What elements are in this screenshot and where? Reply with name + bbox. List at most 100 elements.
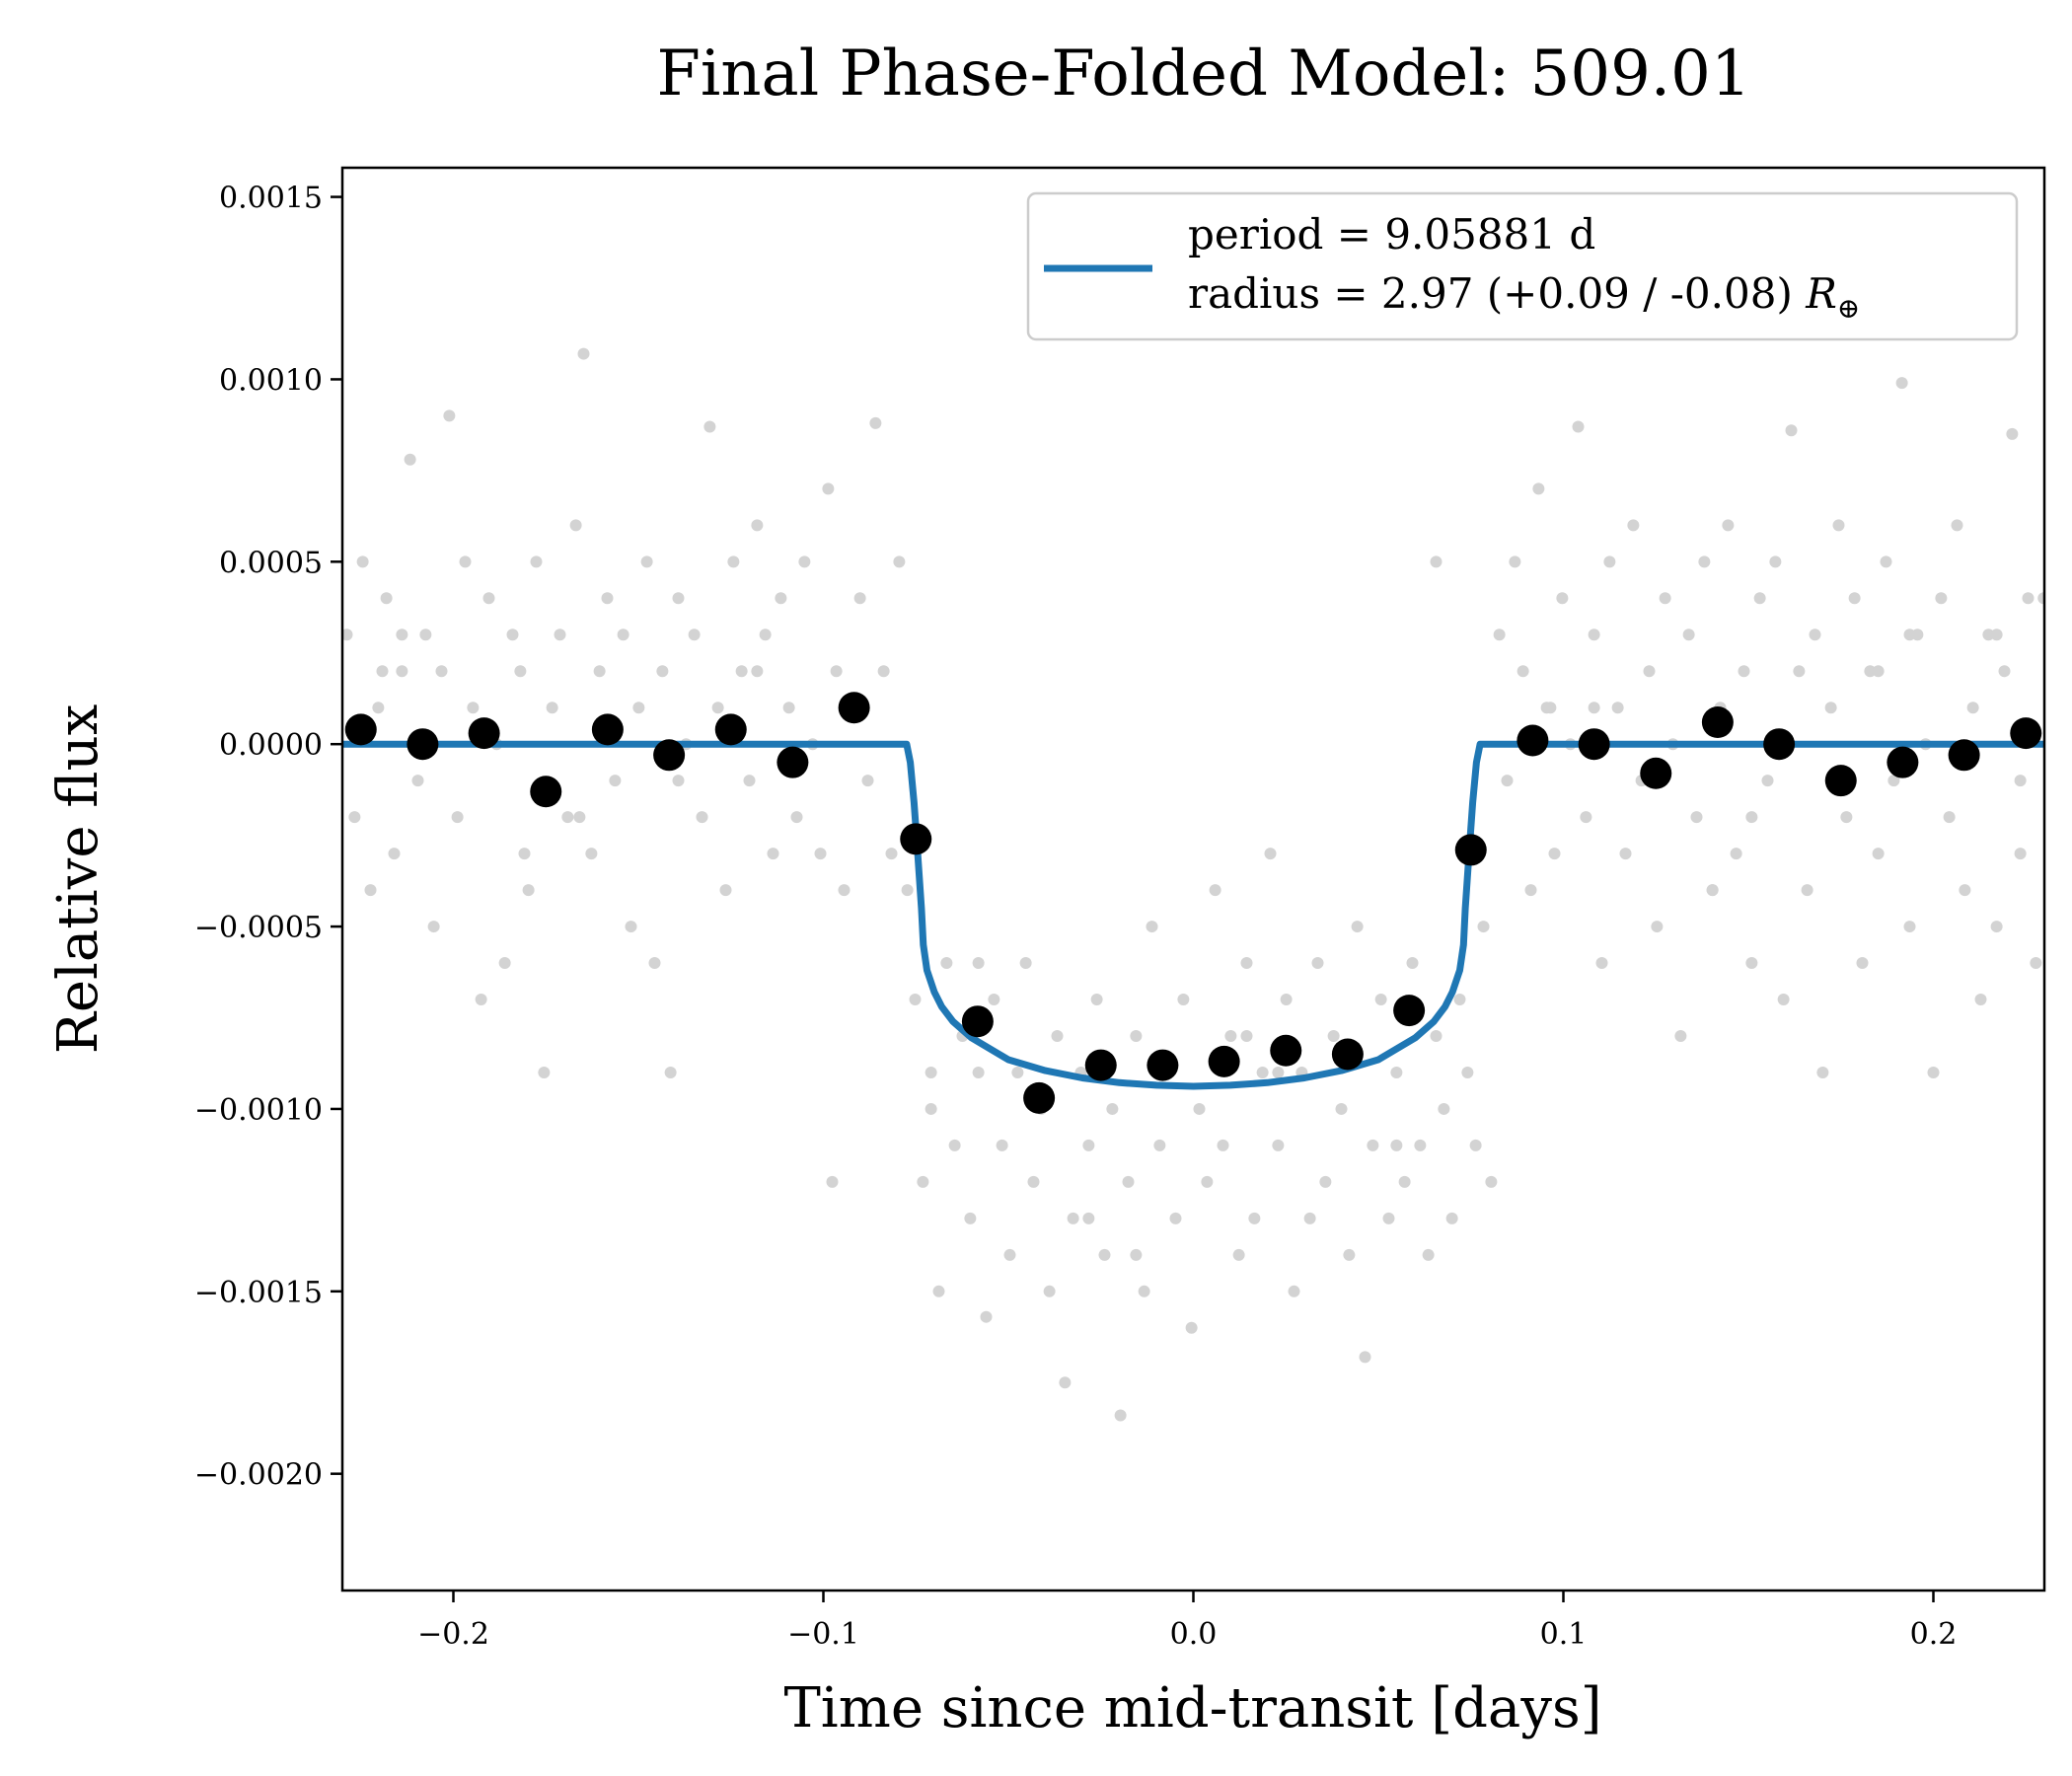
raw-point (573, 811, 586, 824)
raw-point (1548, 848, 1561, 860)
raw-point (1532, 482, 1545, 495)
raw-point (1611, 702, 1624, 714)
binned-point (838, 692, 870, 724)
raw-point (1840, 811, 1853, 824)
raw-point (1185, 1321, 1198, 1334)
raw-point (1895, 377, 1908, 390)
raw-point (577, 347, 590, 360)
raw-point (1469, 1139, 1482, 1151)
raw-point (1359, 1351, 1371, 1364)
raw-point (1745, 957, 1758, 970)
raw-point (893, 555, 906, 568)
plot-area (340, 166, 2046, 1592)
raw-point (1509, 555, 1521, 568)
raw-point (1090, 994, 1103, 1006)
raw-point (2030, 957, 2042, 970)
raw-point (1793, 665, 1806, 678)
raw-point (1098, 1248, 1111, 1261)
raw-point (601, 592, 614, 605)
raw-point (617, 629, 629, 641)
x-axis-label: Time since mid-transit [days] (783, 1676, 1601, 1740)
raw-point (1406, 957, 1419, 970)
raw-point (1390, 1139, 1403, 1151)
raw-point (632, 702, 645, 714)
raw-point (1461, 1066, 1474, 1078)
raw-point (798, 555, 811, 568)
binned-points (344, 692, 2042, 1114)
binned-point (407, 728, 439, 761)
raw-point (1990, 629, 2003, 641)
raw-point (1872, 665, 1885, 678)
raw-point (1785, 424, 1798, 437)
binned-point (961, 1005, 994, 1038)
raw-point (348, 811, 361, 824)
raw-point (1706, 884, 1719, 897)
binned-point (1948, 739, 1980, 772)
binned-point (468, 717, 500, 750)
raw-point (1690, 811, 1703, 824)
raw-point (1130, 1248, 1143, 1261)
raw-point (364, 884, 377, 897)
raw-point (1974, 994, 1987, 1006)
binned-point (900, 823, 932, 855)
raw-point (1745, 811, 1758, 824)
raw-point (538, 1066, 551, 1078)
raw-point (664, 1066, 677, 1078)
binned-point (777, 746, 809, 778)
x-axis: −0.2 −0.1 0.0 0.1 0.2 (417, 1591, 1957, 1652)
raw-point (396, 629, 408, 641)
raw-point (625, 921, 637, 933)
raw-point (1990, 921, 2003, 933)
legend-radius-text: radius = 2.97 (+0.09 / -0.08) R⊕ (1188, 269, 1860, 325)
y-tick-label: 0.0000 (219, 728, 323, 763)
raw-point (1122, 1175, 1135, 1188)
raw-point (1319, 1175, 1332, 1188)
raw-point (1856, 957, 1869, 970)
raw-point (506, 629, 519, 641)
raw-point (1390, 1066, 1403, 1078)
raw-point (1453, 994, 1466, 1006)
raw-point (972, 957, 985, 970)
raw-point (1303, 1212, 1316, 1224)
raw-point (1169, 1212, 1182, 1224)
raw-point (988, 994, 1000, 1006)
binned-point (1578, 728, 1610, 761)
raw-point (593, 665, 606, 678)
raw-point (1430, 1029, 1443, 1042)
raw-point (1556, 592, 1569, 605)
raw-point (396, 665, 408, 678)
raw-point (2014, 848, 2027, 860)
raw-point (1998, 665, 2011, 678)
raw-point (546, 702, 558, 714)
raw-point (1003, 1248, 1016, 1261)
binned-point (1887, 746, 1919, 778)
raw-point (467, 702, 480, 714)
raw-point (1698, 555, 1711, 568)
binned-point (1147, 1049, 1179, 1081)
raw-point (1943, 811, 1956, 824)
y-tick-label: −0.0015 (194, 1276, 323, 1310)
raw-point (342, 629, 353, 641)
raw-point (1580, 811, 1592, 824)
binned-point (1393, 995, 1426, 1027)
raw-point (1674, 1029, 1687, 1042)
raw-point (1832, 519, 1845, 532)
legend-period-text: period = 9.05881 d (1188, 210, 1595, 259)
raw-point (1588, 629, 1600, 641)
raw-point (996, 1139, 1008, 1151)
raw-point (482, 592, 495, 605)
raw-point (1248, 1212, 1261, 1224)
binned-point (591, 713, 624, 746)
raw-point (1232, 1248, 1245, 1261)
binned-point (2010, 717, 2042, 750)
raw-point (751, 519, 764, 532)
raw-point (1224, 1029, 1237, 1042)
raw-point (1114, 1409, 1127, 1422)
raw-point (2006, 427, 2019, 440)
y-tick-label: 0.0005 (219, 546, 323, 580)
raw-point (419, 629, 432, 641)
binned-point (1640, 757, 1672, 789)
raw-point (1382, 1212, 1395, 1224)
raw-point (672, 775, 685, 787)
raw-point (1288, 1285, 1300, 1297)
